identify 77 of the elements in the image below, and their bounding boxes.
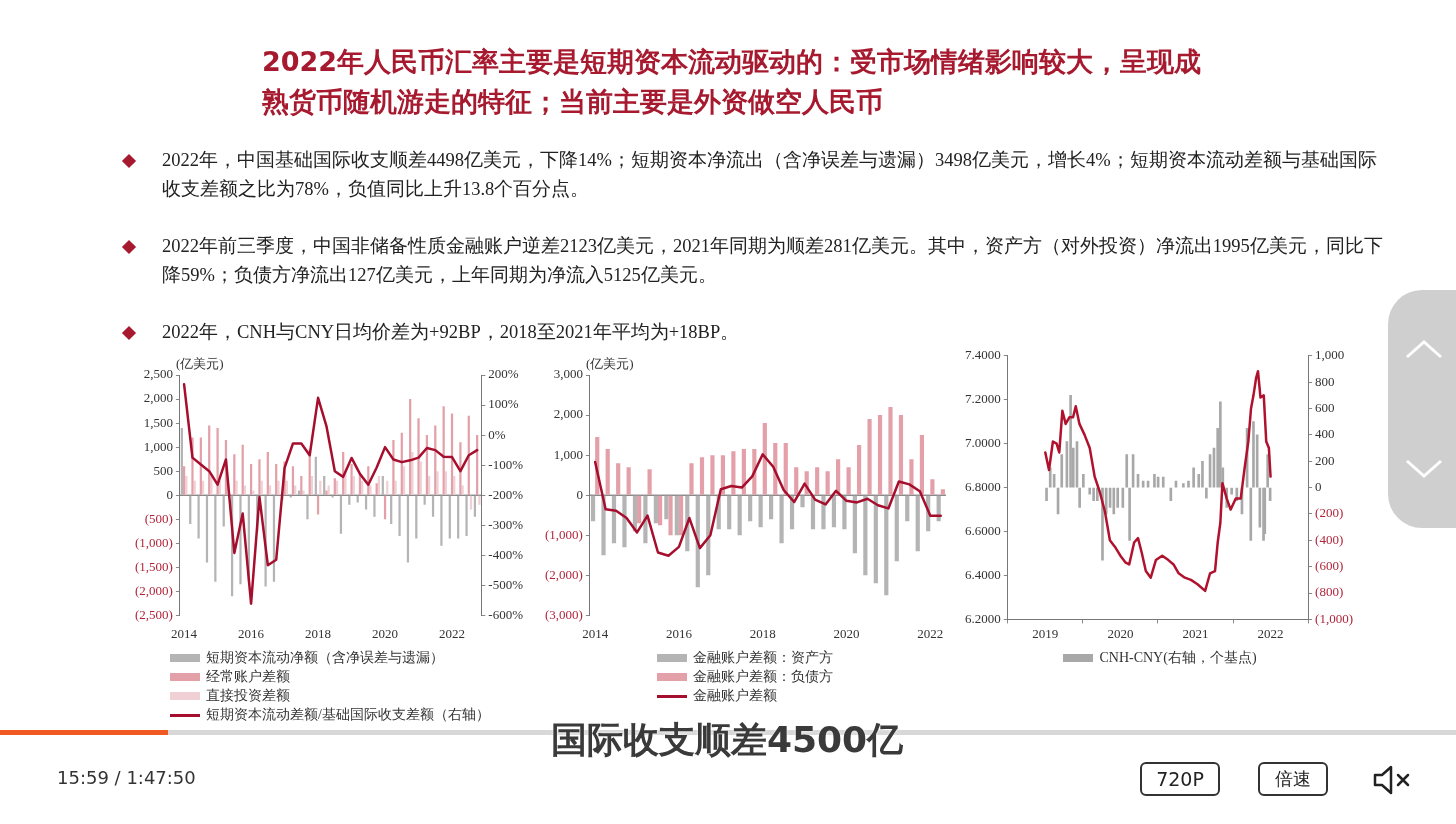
text: 2022年，中国基础国际收支顺差4498亿美元，下降14%；短期资本净流出（含净误差与遗漏）3498亿美元，增长4%；短期资本流动差额与基础国际收支差额之比为78%，负值同比上升13.8个百分点。 <box>162 149 1378 201</box>
x-tick-label: 2018 <box>305 625 332 641</box>
y2-tick-label: 0 <box>1315 479 1322 495</box>
text: 15:59 / 1:47:50 <box>57 767 196 788</box>
y-tick-label: (1,000) <box>134 534 173 550</box>
x-tick-label: 2020 <box>372 625 399 641</box>
y-tick-label: 6.8000 <box>965 479 1001 495</box>
y-tick-label: (2,000) <box>134 582 173 598</box>
x-tick-label: 2020 <box>833 625 860 641</box>
legend-label: 直接投资差额 <box>206 687 291 705</box>
legend-label: 短期资本流动差额/基础国际收支差额（右轴） <box>206 706 490 724</box>
y2-tick-label: -400% <box>488 546 524 562</box>
y-tick-label: 1,000 <box>553 446 583 462</box>
y2-tick-label: (800) <box>1315 584 1344 600</box>
y2-tick-label: (200) <box>1315 505 1344 521</box>
y-tick-label: 2,000 <box>553 406 583 422</box>
legend-label: 金融账户差额：负债方 <box>693 668 833 686</box>
legend-label: 金融账户差额 <box>693 687 777 705</box>
y-tick-label: 7.4000 <box>965 347 1001 363</box>
y-tick-label: 2,500 <box>143 366 173 382</box>
y-tick-label: (2,000) <box>544 566 583 582</box>
x-tick-label: 2018 <box>749 625 776 641</box>
legend-label: CNH-CNY(右轴，个基点) <box>1099 649 1257 667</box>
y-tick-label: (2,500) <box>134 606 173 622</box>
y-axis-title: (亿美元) <box>586 355 634 373</box>
y-tick-label: 6.4000 <box>965 566 1001 582</box>
y2-tick-label: 0% <box>488 426 506 442</box>
text: 2022年，CNH与CNY日均价差为+92BP，2018至2021年平均为+18BP。 <box>162 321 740 344</box>
y-tick-label: (1,500) <box>134 558 173 574</box>
y-tick-label: 2,000 <box>143 390 173 406</box>
text: 2022年前三季度，中国非储备性质金融账户逆差2123亿美元，2021年同期为顺差281亿美元。其中，资产方（对外投资）净流出1995亿美元，同比下降59%；负债方净流出127亿美元，上年同期为净流入5125亿美元。 <box>162 235 1384 287</box>
y-tick-label: 7.0000 <box>965 435 1001 451</box>
text: 720P <box>1140 762 1220 796</box>
y-tick-label: 7.2000 <box>965 391 1001 407</box>
x-tick-label: 2022 <box>439 625 466 641</box>
y-tick-label: 1,000 <box>143 438 173 454</box>
y-tick-label: 500 <box>153 462 173 478</box>
y2-tick-label: 400 <box>1315 426 1335 442</box>
x-tick-label: 2022 <box>1257 625 1284 641</box>
y2-tick-label: 100% <box>488 396 519 412</box>
x-tick-label: 2022 <box>917 625 944 641</box>
y-tick-label: 1,500 <box>143 414 173 430</box>
text: 国际收支顺差4500亿 <box>550 719 904 760</box>
legend-label: 短期资本流动净额（含净误差与遗漏） <box>206 649 445 667</box>
y-tick-label: 0 <box>166 486 173 502</box>
y2-tick-label: -200% <box>488 486 524 502</box>
y2-tick-label: (600) <box>1315 558 1344 574</box>
y2-tick-label: (1,000) <box>1315 610 1354 626</box>
y2-tick-label: 600 <box>1315 399 1335 415</box>
y-tick-label: (500) <box>144 510 173 526</box>
y-tick-label: 0 <box>576 486 583 502</box>
y-tick-label: 6.6000 <box>965 522 1001 538</box>
y-tick-label: (1,000) <box>544 526 583 542</box>
y-axis-title: (亿美元) <box>176 355 224 373</box>
x-tick-label: 2016 <box>665 625 693 641</box>
y-tick-label: (3,000) <box>544 606 583 622</box>
y2-tick-label: 1,000 <box>1315 347 1345 363</box>
y2-tick-label: -500% <box>488 576 524 592</box>
text: 2022年人民币汇率主要是短期资本流动驱动的：受市场情绪影响较大，呈现成熟货币随机游走的特征；当前主要是外资做空人民币 <box>262 45 1203 119</box>
legend-label: 经常账户差额 <box>206 668 291 686</box>
y2-tick-label: 800 <box>1315 373 1335 389</box>
x-tick-label: 2019 <box>1032 625 1059 641</box>
y2-tick-label: 200 <box>1315 452 1335 468</box>
y2-tick-label: -600% <box>488 606 524 622</box>
x-tick-label: 2016 <box>238 625 265 641</box>
x-tick-label: 2021 <box>1182 625 1209 641</box>
y-tick-label: 6.2000 <box>965 610 1001 626</box>
x-tick-label: 2014 <box>582 625 609 641</box>
y2-tick-label: (400) <box>1315 531 1344 547</box>
legend-label: 金融账户差额：资产方 <box>693 649 833 667</box>
x-tick-label: 2020 <box>1107 625 1134 641</box>
x-tick-label: 2014 <box>171 625 198 641</box>
y2-tick-label: -300% <box>488 516 524 532</box>
text: 倍速 <box>1258 762 1328 796</box>
y-tick-label: 3,000 <box>553 366 583 382</box>
y2-tick-label: -100% <box>488 456 524 472</box>
y2-tick-label: 200% <box>488 366 519 382</box>
